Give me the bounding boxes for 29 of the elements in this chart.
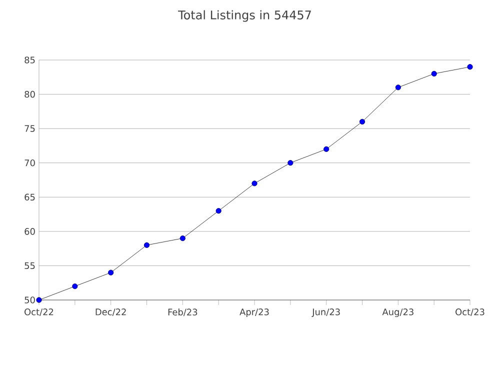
y-tick-label: 65 (24, 194, 35, 201)
point (180, 235, 186, 242)
y-tick-label: 85 (24, 56, 35, 64)
y-tick-label: 60 (24, 228, 35, 235)
point (36, 297, 42, 303)
x-tick-label: Oct/23 (456, 308, 484, 316)
point (252, 180, 258, 186)
point (467, 64, 473, 70)
point (431, 70, 437, 77)
x-tick-label: Jun/23 (312, 308, 340, 317)
point (108, 270, 114, 276)
y-tick-label: 80 (24, 90, 35, 98)
point (72, 283, 78, 290)
y-tick-label: 70 (24, 159, 35, 166)
x-tick-label: Aug/23 (382, 308, 414, 318)
x-tick-label: Oct/22 (24, 308, 54, 316)
point (324, 146, 330, 152)
point (144, 242, 150, 248)
point (395, 84, 401, 90)
point (288, 160, 294, 166)
y-tick-label: 55 (24, 262, 35, 270)
y-tick-label: 50 (24, 296, 35, 304)
x-tick-label: Feb/23 (168, 308, 198, 316)
x-tick-label: Apr/23 (240, 308, 269, 318)
y-tick-label: 75 (24, 125, 35, 132)
point (216, 208, 222, 214)
point (359, 118, 366, 125)
chart-title: Total Listings in 54457 (178, 10, 311, 22)
x-tick-label: Dec/22 (96, 308, 126, 316)
